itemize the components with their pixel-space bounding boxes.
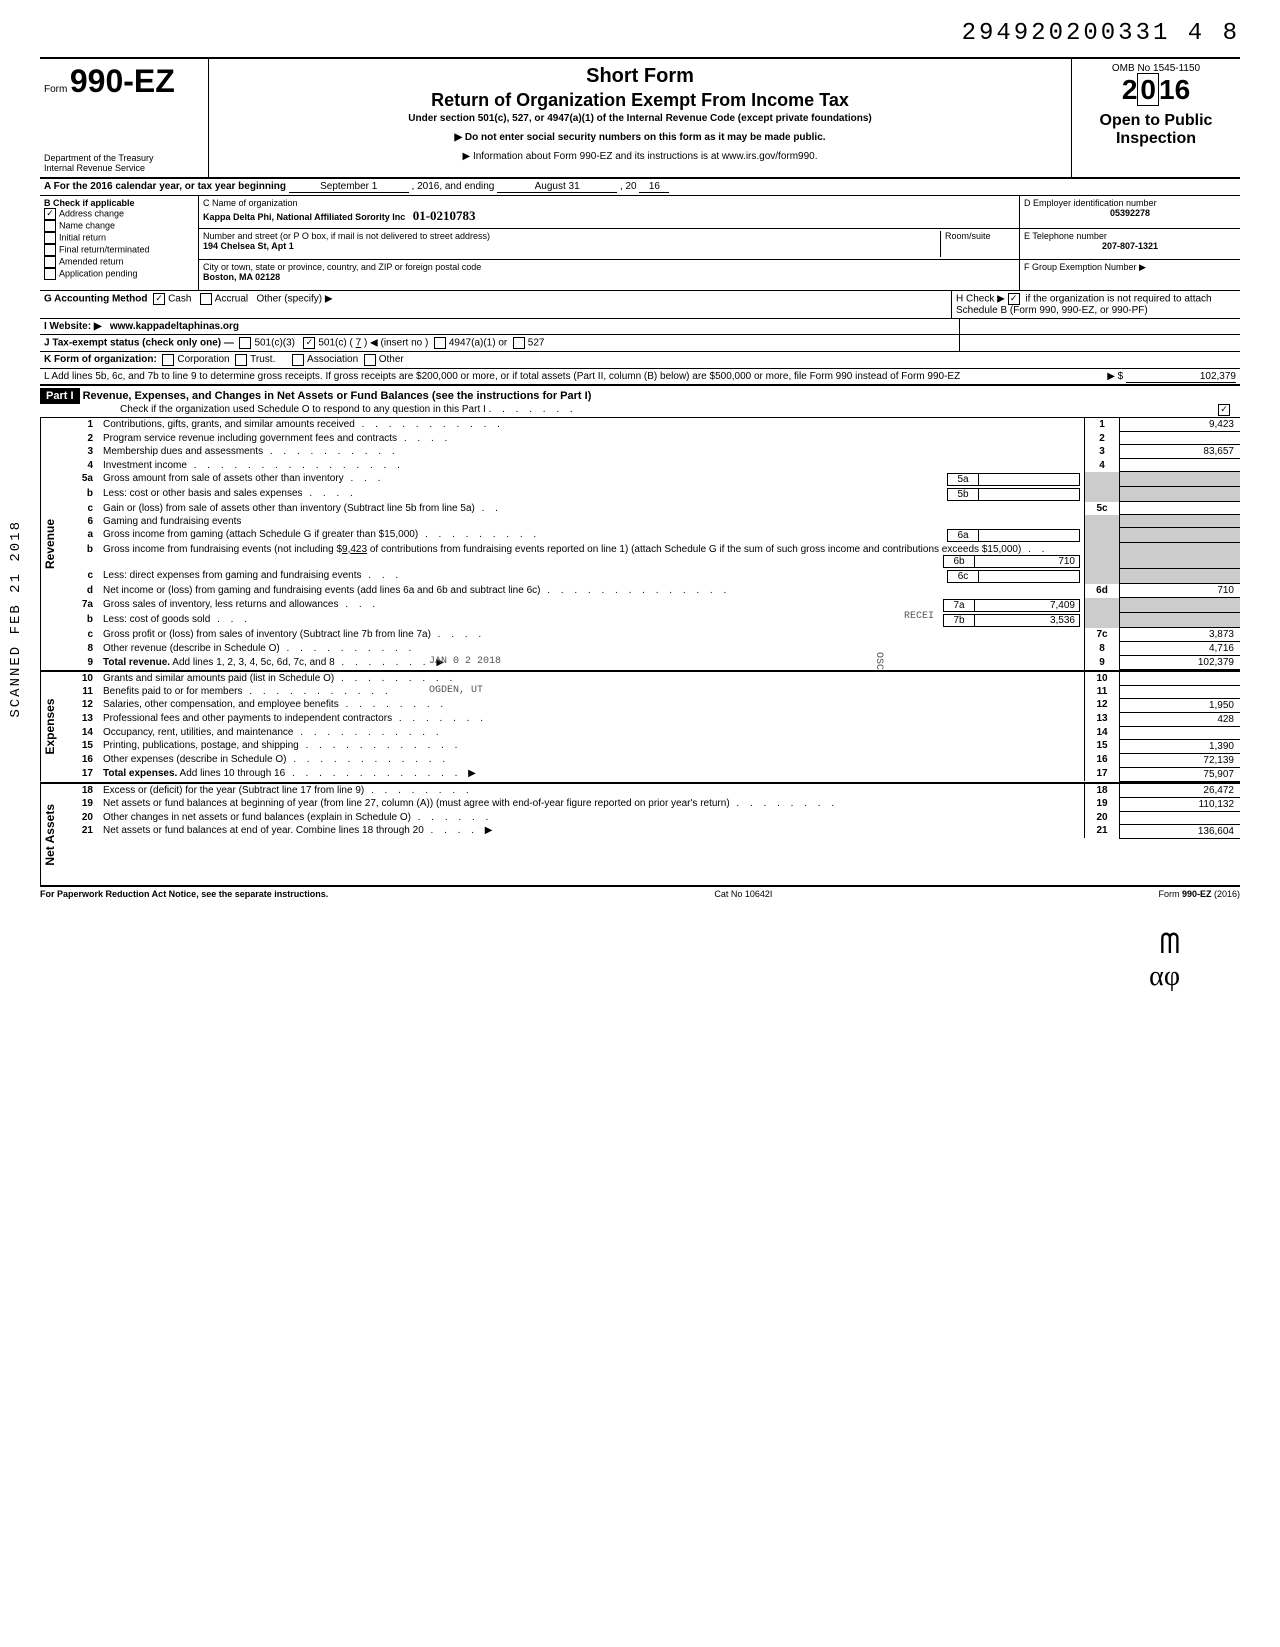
checkbox-accrual[interactable] <box>200 293 212 305</box>
note-ssn: ▶ Do not enter social security numbers o… <box>219 132 1061 143</box>
checkbox-527[interactable] <box>513 337 525 349</box>
title-short-form: Short Form <box>219 65 1061 88</box>
checkbox-app-pending[interactable] <box>44 268 56 280</box>
checkbox-name-change[interactable] <box>44 220 56 232</box>
revenue-label: Revenue <box>40 418 63 670</box>
page-footer: For Paperwork Reduction Act Notice, see … <box>40 887 1240 899</box>
title-return: Return of Organization Exempt From Incom… <box>219 90 1061 111</box>
checkbox-501c3[interactable] <box>239 337 251 349</box>
line-9-amount: 102,379 <box>1120 656 1241 670</box>
ogden-stamp: OGDEN, UT <box>429 685 483 696</box>
checkbox-cash[interactable] <box>153 293 165 305</box>
expenses-label: Expenses <box>40 672 63 782</box>
group-exemption: F Group Exemption Number ▶ <box>1020 260 1240 290</box>
gross-receipts: 102,379 <box>1126 371 1236 383</box>
checkbox-final-return[interactable] <box>44 244 56 256</box>
phone: 207-807-1321 <box>1024 241 1236 251</box>
checkbox-schedule-b[interactable] <box>1008 293 1020 305</box>
checkbox-other-org[interactable] <box>364 354 376 366</box>
line-16-amount: 72,139 <box>1120 753 1241 767</box>
city-state-zip: Boston, MA 02128 <box>203 272 280 282</box>
dept-treasury: Department of the Treasury <box>44 153 204 163</box>
checkbox-address-change[interactable] <box>44 208 56 220</box>
line-6d-amount: 710 <box>1120 584 1241 598</box>
checkbox-initial-return[interactable] <box>44 232 56 244</box>
ein: 05392278 <box>1024 208 1236 218</box>
irs-label: Internal Revenue Service <box>44 163 204 173</box>
form-prefix: Form <box>44 84 67 95</box>
form-header: Form 990-EZ Department of the Treasury I… <box>40 57 1240 179</box>
date-stamp: JAN 0 2 2018 <box>429 656 501 667</box>
line-7a-amount: 7,409 <box>975 599 1080 612</box>
street-address: 194 Chelsea St, Apt 1 <box>203 241 294 251</box>
line-18-amount: 26,472 <box>1120 784 1241 798</box>
checkbox-schedule-o-part1[interactable] <box>1218 404 1230 416</box>
line-19-amount: 110,132 <box>1120 797 1241 811</box>
line-15-amount: 1,390 <box>1120 739 1241 753</box>
line-7b-amount: 3,536 <box>975 614 1080 627</box>
line-12-amount: 1,950 <box>1120 698 1241 712</box>
checkbox-4947[interactable] <box>434 337 446 349</box>
part-1-title: Revenue, Expenses, and Changes in Net As… <box>83 390 592 402</box>
line-6b-amount: 710 <box>975 555 1080 568</box>
received-stamp: RECEI <box>904 611 934 622</box>
checkbox-501c[interactable] <box>303 337 315 349</box>
checkbox-amended[interactable] <box>44 256 56 268</box>
open-public: Open to Public Inspection <box>1076 112 1236 147</box>
handwritten-ein: 01-0210783 <box>413 208 476 223</box>
subtitle: Under section 501(c), 527, or 4947(a)(1)… <box>219 113 1061 124</box>
form-number: 990-EZ <box>70 63 175 99</box>
checkbox-trust[interactable] <box>235 354 247 366</box>
line-1-amount: 9,423 <box>1120 418 1241 432</box>
line-8-amount: 4,716 <box>1120 642 1241 656</box>
checkbox-assoc[interactable] <box>292 354 304 366</box>
checkbox-corp[interactable] <box>162 354 174 366</box>
note-info: ▶ Information about Form 990-EZ and its … <box>219 151 1061 162</box>
row-a-tax-year: A For the 2016 calendar year, or tax yea… <box>40 179 1240 196</box>
net-assets-label: Net Assets <box>40 784 63 886</box>
org-name: Kappa Delta Phi, National Affiliated Sor… <box>203 212 405 222</box>
website: www.kappadeltaphinas.org <box>110 321 239 332</box>
line-13-amount: 428 <box>1120 712 1241 726</box>
line-17-amount: 75,907 <box>1120 767 1241 781</box>
line-7c-amount: 3,873 <box>1120 628 1241 642</box>
line-21-amount: 136,604 <box>1120 824 1241 838</box>
handwritten-initials: ᗰαφ <box>40 929 1240 993</box>
scanned-stamp: SCANNED FEB 21 2018 <box>8 520 24 718</box>
line-3-amount: 83,657 <box>1120 445 1241 459</box>
top-tracking-number: 294920200331 4 8 <box>40 20 1240 47</box>
section-bcdef: B Check if applicable Address change Nam… <box>40 196 1240 291</box>
part-1-label: Part I <box>40 388 80 404</box>
